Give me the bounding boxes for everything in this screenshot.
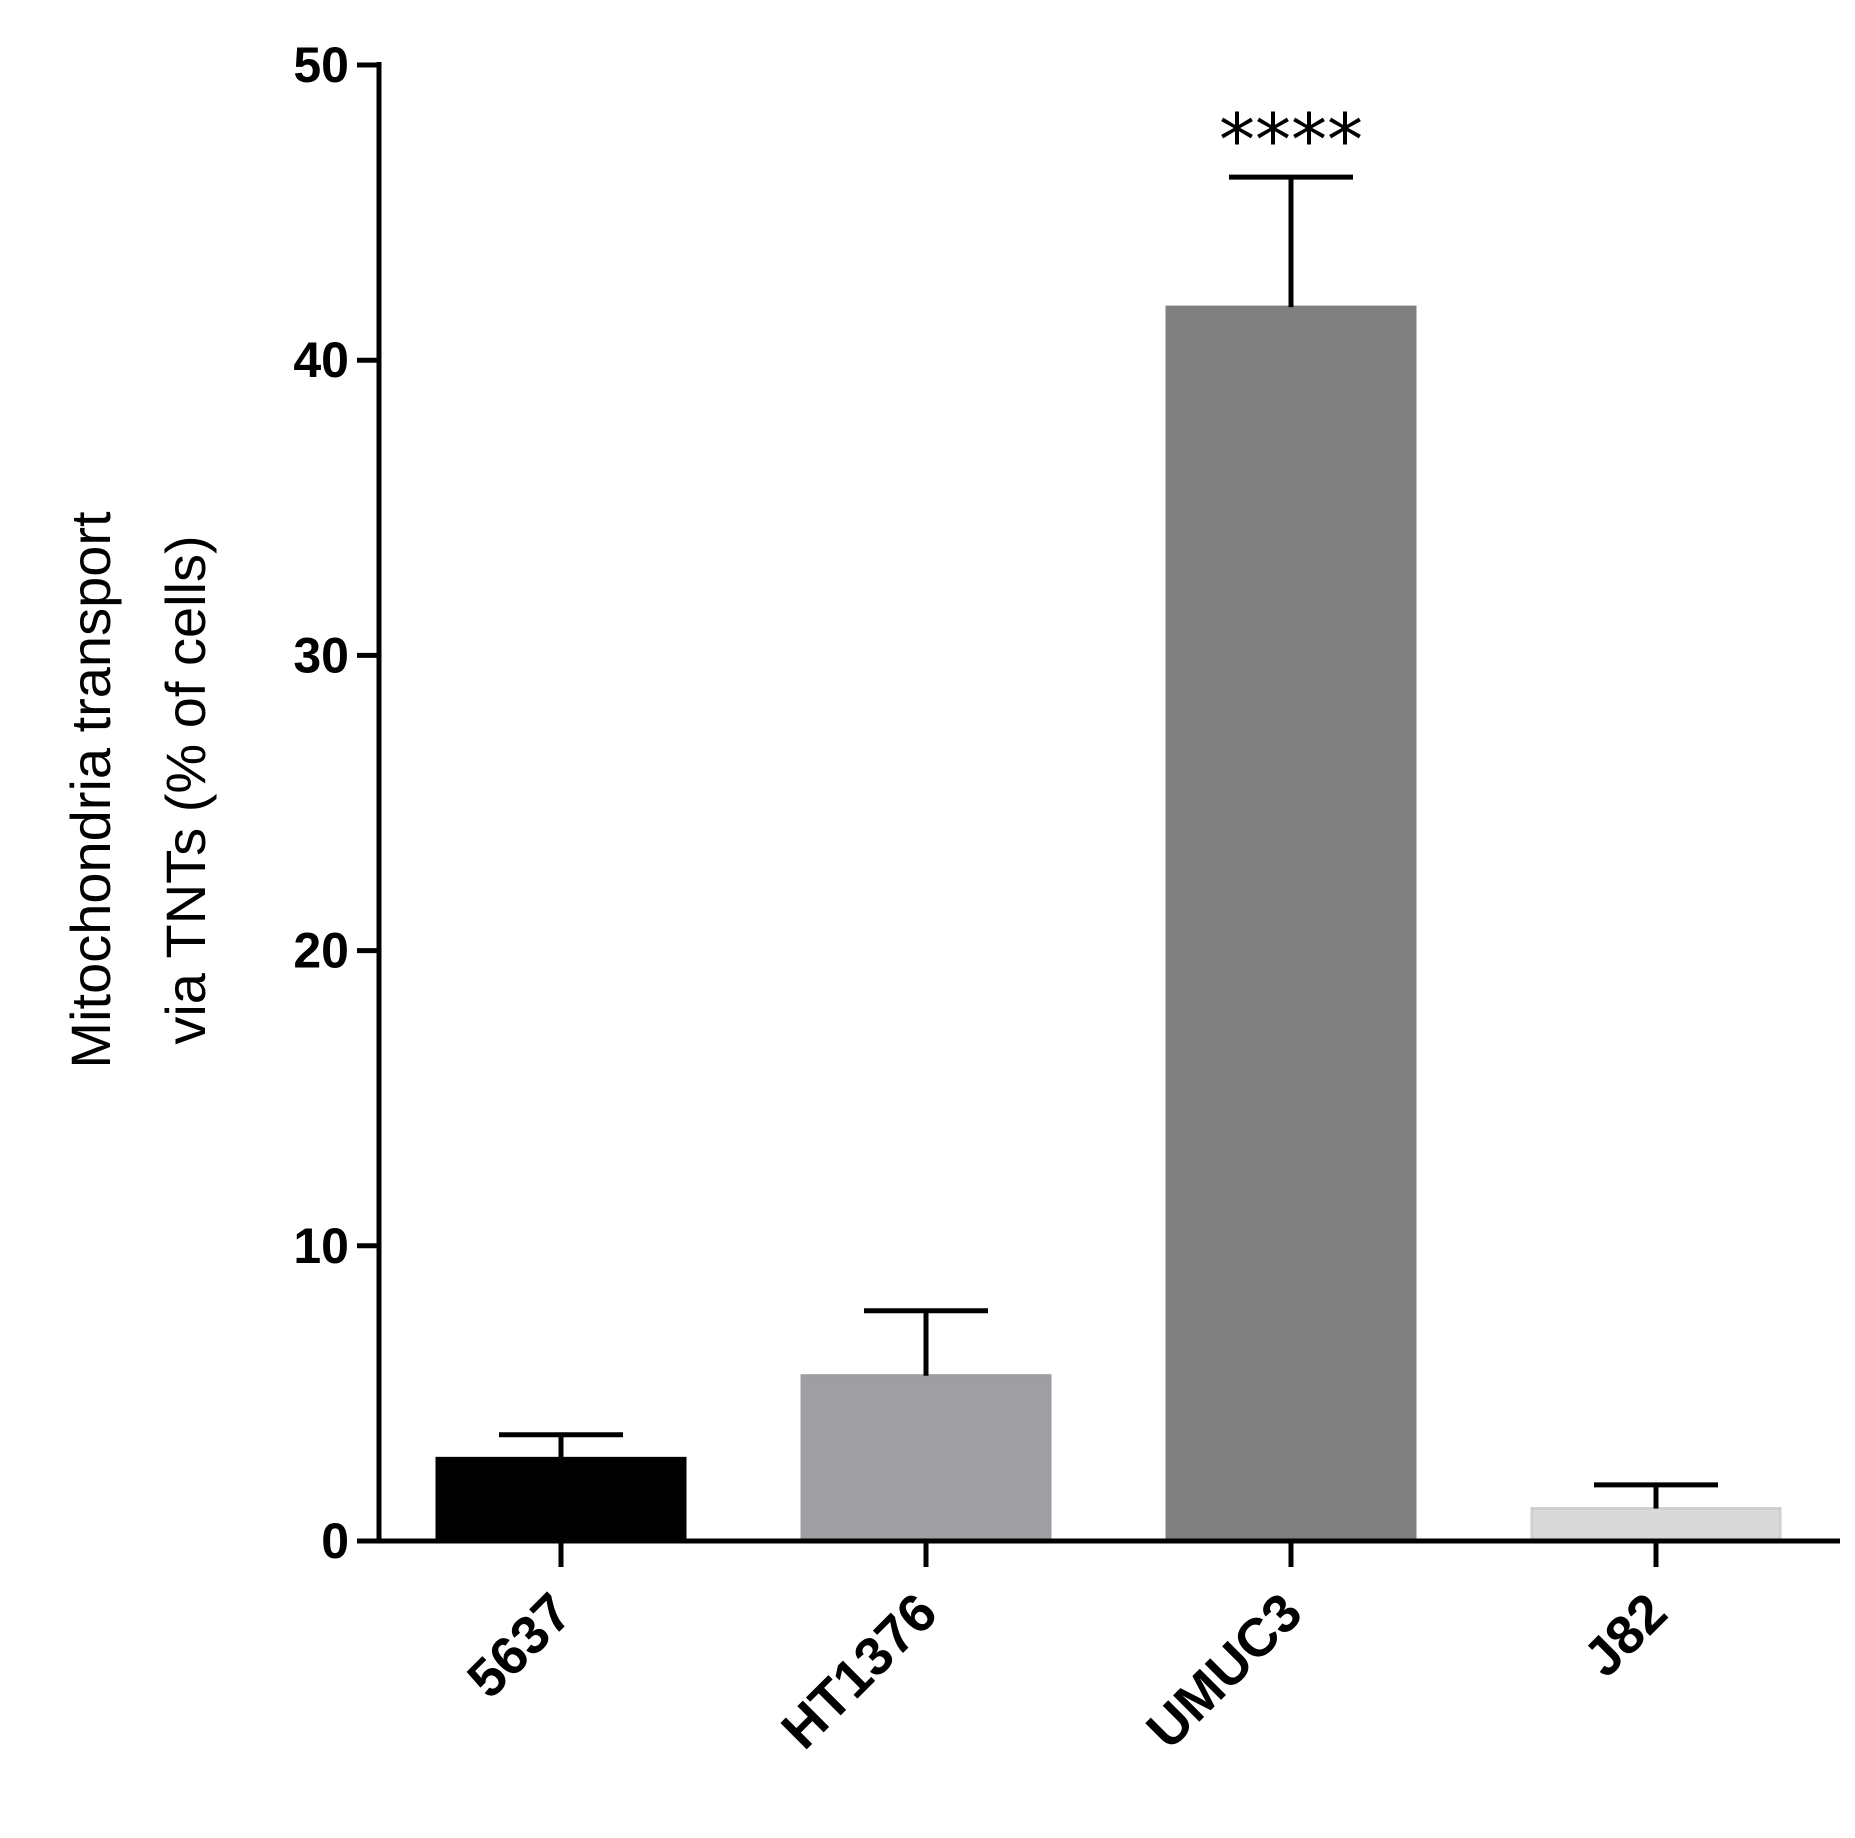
x-tick-label: J82 — [1572, 1582, 1678, 1688]
y-ticks-group: 0 10 20 30 40 50 — [293, 37, 379, 1569]
axes-group — [376, 62, 1840, 1544]
x-tick-label: 5637 — [456, 1582, 583, 1709]
significance-annotation: **** — [1219, 98, 1363, 182]
y-axis-label-line2: via TNTs (% of cells) — [154, 535, 217, 1044]
bars-group — [435, 305, 1782, 1543]
y-axis-label: Mitochondria transport via TNTs (% of ce… — [59, 511, 217, 1069]
y-axis-label-line1: Mitochondria transport — [59, 511, 122, 1069]
error-bars-group — [499, 174, 1718, 1509]
bar-j82 — [1530, 1507, 1782, 1543]
y-tick-label: 40 — [293, 332, 349, 388]
bar-ht1376 — [800, 1374, 1052, 1543]
y-tick-label: 30 — [293, 627, 349, 683]
y-tick-label: 20 — [293, 923, 349, 979]
bar-umuc3 — [1165, 305, 1417, 1543]
bar-5637 — [435, 1456, 687, 1543]
y-tick-label: 0 — [321, 1513, 349, 1569]
x-ticks-group: 5637 HT1376 UMUC3 J82 — [456, 1541, 1678, 1760]
y-tick-label: 50 — [293, 37, 349, 93]
y-tick-label: 10 — [293, 1218, 349, 1274]
x-tick-label: UMUC3 — [1135, 1582, 1313, 1760]
x-tick-label: HT1376 — [770, 1582, 948, 1760]
